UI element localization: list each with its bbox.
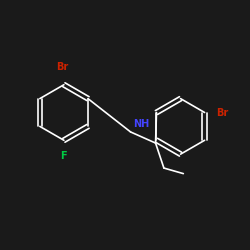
Text: Br: Br — [56, 62, 68, 72]
Text: NH: NH — [133, 119, 150, 129]
Text: F: F — [60, 152, 67, 162]
Text: Br: Br — [216, 108, 228, 118]
